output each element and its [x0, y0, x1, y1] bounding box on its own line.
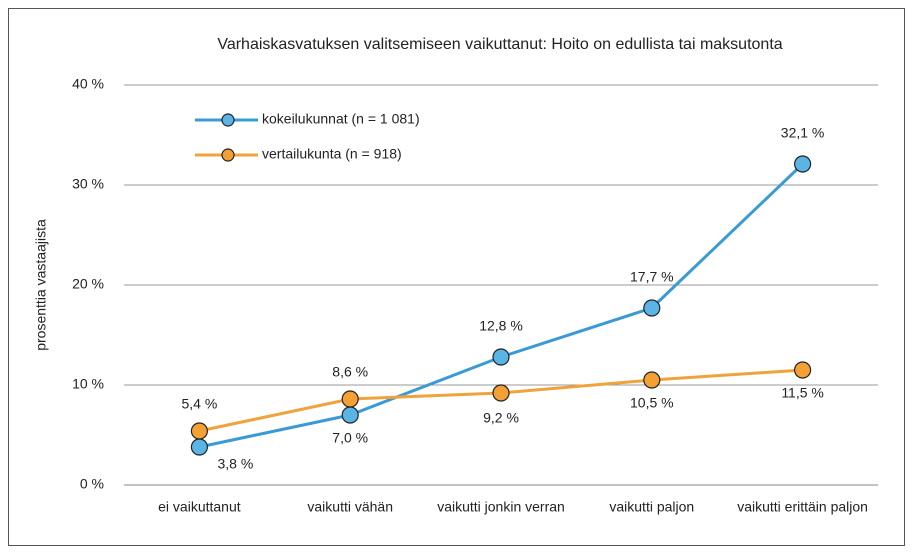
data-label: 32,1 % — [781, 125, 825, 141]
x-tick-label: vaikutti vähän — [307, 499, 393, 515]
data-label: 3,8 % — [217, 456, 253, 472]
data-label: 10,5 % — [630, 395, 674, 411]
data-label: 8,6 % — [332, 364, 368, 380]
y-tick-label: 0 % — [80, 476, 104, 492]
legend-marker — [221, 148, 235, 162]
y-axis-label: prosenttia vastaajista — [33, 219, 49, 351]
data-point — [643, 299, 661, 317]
data-label: 12,8 % — [479, 318, 523, 334]
x-tick-label: vaikutti jonkin verran — [437, 499, 565, 515]
data-label: 11,5 % — [781, 385, 824, 401]
data-point — [341, 390, 359, 408]
data-label: 5,4 % — [181, 396, 217, 412]
data-point — [643, 371, 661, 389]
legend-marker — [221, 113, 235, 127]
data-point — [492, 348, 510, 366]
y-tick-label: 30 % — [72, 176, 104, 192]
data-label: 7,0 % — [332, 430, 368, 446]
y-tick-label: 40 % — [72, 76, 104, 92]
data-point — [492, 384, 510, 402]
data-label: 17,7 % — [630, 269, 674, 285]
x-tick-label: vaikutti paljon — [609, 499, 694, 515]
data-point — [190, 422, 208, 440]
data-point — [793, 361, 812, 379]
data-label: 9,2 % — [483, 410, 519, 426]
data-point — [190, 438, 208, 456]
y-tick-label: 20 % — [72, 276, 104, 292]
x-tick-label: ei vaikuttanut — [158, 499, 241, 515]
y-tick-label: 10 % — [72, 376, 104, 392]
chart-border — [8, 8, 905, 546]
data-point — [341, 406, 359, 424]
legend-label: vertailukunta (n = 918) — [262, 146, 402, 162]
legend-label: kokeilukunnat (n = 1 081) — [262, 111, 420, 127]
x-tick-label: vaikutti erittäin paljon — [737, 499, 868, 515]
chart-title: Varhaiskasvatuksen valitsemiseen vaikutt… — [217, 36, 782, 53]
data-point — [793, 155, 812, 173]
